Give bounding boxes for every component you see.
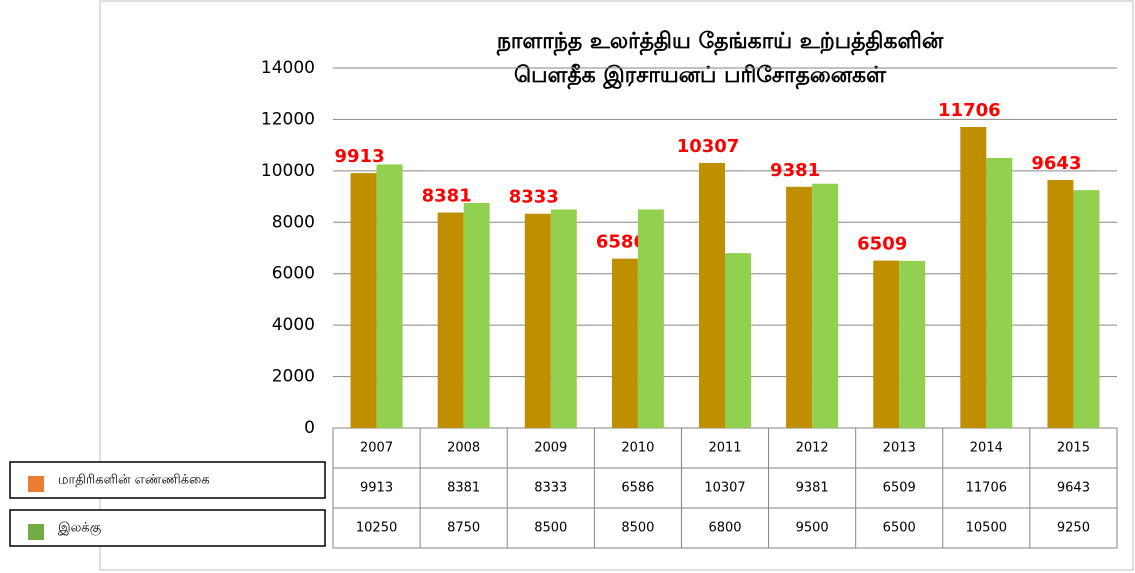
data-label: 9643 <box>1031 153 1081 174</box>
legend-box <box>9 461 326 499</box>
bar <box>812 183 839 428</box>
table-cell: 9500 <box>796 521 829 536</box>
table-cell: 10250 <box>356 521 397 536</box>
bar <box>637 209 664 428</box>
table-cell: 10307 <box>704 481 745 496</box>
legend-box <box>9 509 326 547</box>
table-cell: 6500 <box>883 521 916 536</box>
table-cell: 6509 <box>883 481 916 496</box>
table-cell: 9250 <box>1057 521 1090 536</box>
y-tick-label: 4000 <box>272 315 315 335</box>
data-label: 6509 <box>857 234 907 255</box>
table-cell: 8500 <box>534 521 567 536</box>
x-tick-label: 2011 <box>708 441 741 456</box>
bar <box>376 164 403 428</box>
x-tick-label: 2008 <box>447 441 480 456</box>
table-cell: 8381 <box>447 481 480 496</box>
data-label: 8381 <box>422 185 472 206</box>
bar <box>786 186 813 428</box>
table-cell: 6800 <box>708 521 741 536</box>
x-tick-label: 2012 <box>796 441 829 456</box>
bar <box>699 162 725 428</box>
table-cell: 8500 <box>621 521 654 536</box>
data-label: 11706 <box>938 100 1001 121</box>
y-tick-label: 12000 <box>261 109 315 129</box>
data-label: 6586 <box>596 232 646 253</box>
bar <box>960 126 987 428</box>
bar <box>550 209 577 428</box>
bar <box>1073 190 1100 428</box>
legend-key <box>28 524 44 540</box>
bar <box>611 258 638 428</box>
table-cell: 9913 <box>360 481 393 496</box>
y-tick-label: 8000 <box>272 212 315 232</box>
legend-label: மாதிரிகளின் எண்ணிக்கை <box>58 473 210 488</box>
bar <box>463 203 490 428</box>
y-tick-label: 10000 <box>261 161 315 181</box>
x-tick-label: 2015 <box>1057 441 1090 456</box>
table-cell: 11706 <box>966 481 1007 496</box>
x-tick-label: 2010 <box>621 441 654 456</box>
data-label: 10307 <box>677 136 740 157</box>
bar <box>524 213 551 428</box>
bar <box>725 253 751 428</box>
table-cell: 8750 <box>447 521 480 536</box>
bar <box>873 260 900 428</box>
x-tick-label: 2007 <box>360 441 393 456</box>
bar <box>350 173 377 428</box>
bar <box>437 212 464 428</box>
bar <box>899 260 926 428</box>
data-label: 9381 <box>770 160 820 181</box>
x-tick-label: 2009 <box>534 441 567 456</box>
y-tick-label: 0 <box>304 418 315 438</box>
y-tick-label: 2000 <box>272 367 315 387</box>
y-tick-label: 14000 <box>261 58 315 78</box>
x-tick-label: 2013 <box>883 441 916 456</box>
data-label: 9913 <box>335 146 385 167</box>
table-cell: 9643 <box>1057 481 1090 496</box>
table-cell: 9381 <box>796 481 829 496</box>
table-cell: 8333 <box>534 481 567 496</box>
chart-title: பௌதீக இரசாயனப் பரிசோதனைகள் <box>514 63 887 90</box>
chart-title: நாளாந்த உலர்த்திய தேங்காய் உற்பத்திகளின் <box>496 29 944 56</box>
table-cell: 10500 <box>966 521 1007 536</box>
y-tick-label: 6000 <box>272 264 315 284</box>
legend-label: இலக்கு <box>58 521 101 536</box>
legend-key <box>28 476 44 492</box>
data-label: 8333 <box>509 187 559 208</box>
table-cell: 6586 <box>621 481 654 496</box>
bar <box>1047 180 1074 428</box>
x-tick-label: 2014 <box>970 441 1003 456</box>
bar <box>986 158 1013 428</box>
